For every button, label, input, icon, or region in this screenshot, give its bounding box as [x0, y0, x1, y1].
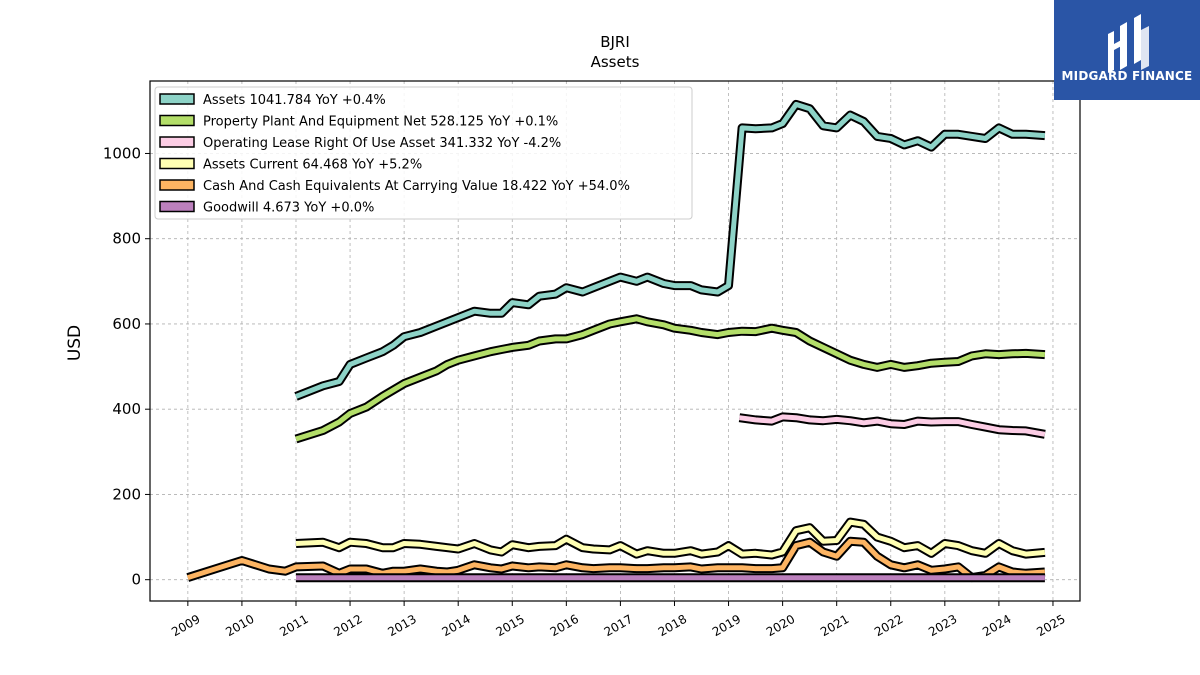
x-tick-label: 2023 [926, 612, 959, 639]
series-2 [738, 412, 1046, 439]
y-tick-label: 0 [131, 571, 141, 589]
y-tick-label: 800 [112, 230, 141, 248]
legend-label: Goodwill 4.673 YoY +0.0% [203, 201, 374, 216]
series-line [739, 414, 1046, 437]
y-tick-label: 200 [112, 485, 141, 503]
legend-swatch [159, 136, 195, 148]
legend-swatch [159, 114, 195, 127]
legend-frame [154, 86, 693, 220]
y-tick-label: 400 [112, 400, 141, 418]
x-tick-label: 2015 [494, 612, 527, 639]
logo-mark-icon [1108, 14, 1149, 73]
y-tick-label: 1000 [103, 144, 141, 162]
legend-swatch [159, 179, 195, 191]
x-tick-label: 2025 [1034, 612, 1067, 639]
legend-label: Assets 1041.784 YoY +0.4% [203, 93, 386, 108]
x-tick-label: 2019 [710, 612, 743, 639]
series-line [295, 519, 1046, 558]
legend-label: Property Plant And Equipment Net 528.125… [203, 115, 558, 130]
x-tick-label: 2014 [439, 612, 472, 639]
x-tick-label: 2024 [980, 612, 1013, 639]
plot-frame [149, 80, 1081, 602]
x-tick-label: 2022 [872, 612, 905, 639]
x-tick-label: 2018 [656, 612, 689, 639]
x-tick-label: 2011 [277, 612, 310, 639]
chart-subtitle: Assets [591, 53, 640, 71]
series-4 [186, 536, 1046, 583]
brand-logo: MIDGARD FINANCE [1054, 0, 1200, 100]
legend-swatch [159, 200, 195, 213]
legend: Assets 1041.784 YoY +0.4% Property Plant … [154, 86, 693, 220]
x-tick-label: 2017 [602, 612, 635, 639]
y-axis-label: USD [65, 325, 85, 361]
series-line [295, 101, 1046, 399]
x-tick-label: 2021 [818, 612, 851, 639]
series-line [187, 538, 1046, 581]
x-tick-label: 2020 [764, 612, 797, 639]
series-line [295, 316, 1046, 442]
chart-title: BJRI [600, 33, 630, 51]
y-tick-label: 600 [112, 315, 141, 333]
legend-swatch [159, 157, 195, 170]
series-0 [294, 99, 1046, 401]
series-1 [294, 314, 1046, 444]
legend-swatch [159, 93, 195, 105]
x-tick-label: 2013 [385, 612, 418, 639]
x-tick-label: 2010 [223, 612, 256, 639]
legend-label: Cash And Cash Equivalents At Carrying Va… [203, 179, 630, 194]
x-tick-label: 2009 [169, 612, 202, 639]
series-3 [295, 517, 1046, 560]
x-tick-label: 2016 [548, 612, 581, 639]
x-tick-label: 2012 [331, 612, 364, 639]
legend-label: Operating Lease Right Of Use Asset 341.3… [203, 136, 561, 151]
logo-text: MIDGARD FINANCE [1061, 69, 1193, 83]
series-lines [186, 99, 1046, 583]
legend-label: Assets Current 64.468 YoY +5.2% [203, 158, 422, 173]
